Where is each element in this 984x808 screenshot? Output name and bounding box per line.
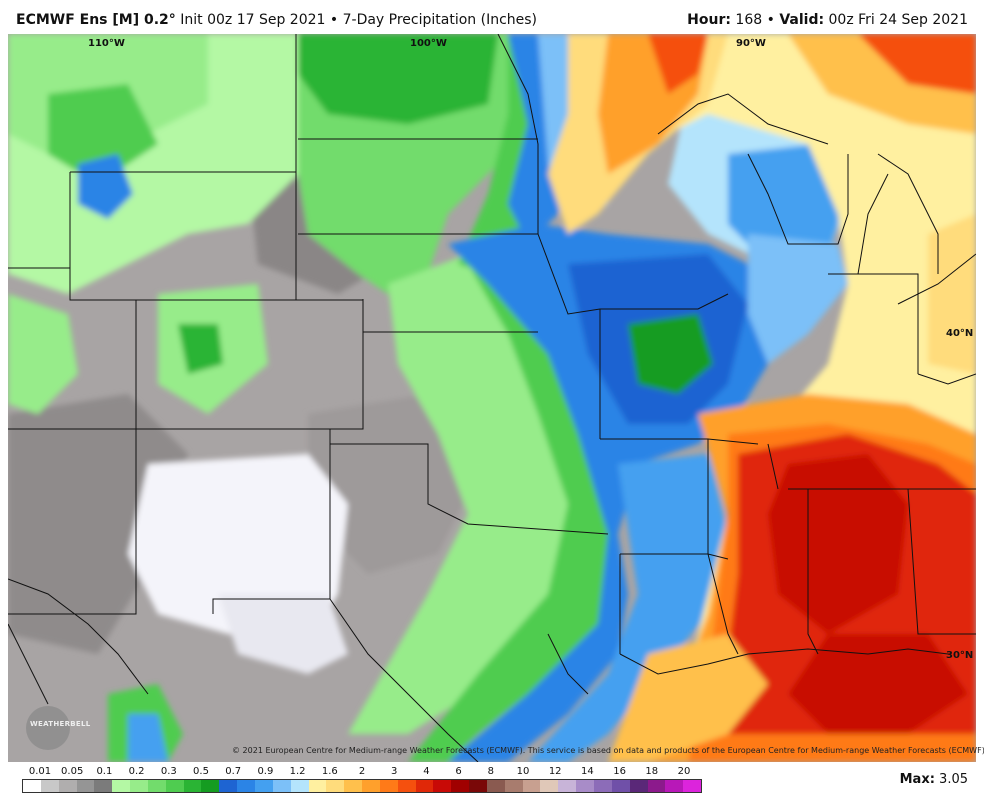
legend-labels: 0.01 0.05 0.1 0.2 0.3 0.5 0.7 0.9 1.2 1.6 2 3 4 6 8 10 1…: [22, 766, 702, 778]
map-canvas: [8, 34, 976, 762]
legend-swatch: [326, 780, 345, 792]
legend-swatch: [558, 780, 577, 792]
legend-swatch: [290, 780, 309, 792]
legend-label: 0.05: [61, 766, 84, 777]
legend-label: 14: [581, 766, 594, 777]
legend-swatch: [219, 780, 238, 792]
legend-label: 0.5: [193, 766, 209, 777]
legend-swatch: [665, 780, 684, 792]
legend-swatch: [433, 780, 452, 792]
legend-label: 0.01: [28, 766, 52, 777]
legend-swatch: [683, 780, 702, 792]
legend-label: 0.3: [160, 766, 177, 777]
max-value: Max: 3.05: [900, 772, 968, 787]
legend-label: 8: [487, 766, 494, 777]
legend-swatch: [94, 780, 113, 792]
legend-label: 6: [455, 766, 462, 777]
legend-label: 18: [645, 766, 659, 777]
legend-swatch: [183, 780, 202, 792]
hour-value: 168: [735, 12, 763, 28]
legend-swatch: [147, 780, 166, 792]
color-legend: 0.01 0.05 0.1 0.2 0.3 0.5 0.7 0.9 1.2 1.6 2 3 4 6 8 10 1…: [22, 766, 702, 796]
legend-label: 4: [423, 766, 430, 777]
legend-swatch: [594, 780, 612, 792]
legend-swatch: [344, 780, 363, 792]
precipitation-map: 110°W 100°W 90°W 40°N 30°N: [8, 34, 976, 762]
logo-text: WEATHERBELL: [30, 720, 91, 728]
legend-swatch: [629, 780, 648, 792]
header: ECMWF Ens [M] 0.2° Init 00z 17 Sep 2021 …: [0, 0, 984, 34]
legend-swatch: [647, 780, 666, 792]
legend-swatch: [23, 780, 41, 792]
legend-label: 0.7: [225, 766, 242, 777]
legend-swatch: [308, 780, 327, 792]
legend-swatch: [522, 780, 541, 792]
legend-swatch: [130, 780, 148, 792]
lat-label-30n: 30°N: [946, 650, 974, 661]
legend-color-bar: [22, 779, 702, 793]
init-time: Init 00z 17 Sep 2021: [180, 12, 326, 28]
lon-label-100w: 100°W: [410, 38, 447, 49]
legend-swatch: [254, 780, 273, 792]
precip-shading: [8, 34, 976, 762]
legend-label: 3: [391, 766, 398, 777]
legend-swatch: [415, 780, 434, 792]
field-name: 7-Day Precipitation (Inches): [342, 12, 538, 28]
legend-label: 16: [613, 766, 626, 777]
copyright-notice: © 2021 European Centre for Medium-range …: [232, 746, 984, 755]
legend-label: 0.1: [96, 766, 113, 777]
legend-swatch: [58, 780, 77, 792]
map-title: ECMWF Ens [M] 0.2° Init 00z 17 Sep 2021 …: [16, 12, 537, 28]
legend-swatch: [504, 780, 523, 792]
legend-swatch: [40, 780, 59, 792]
state-boundaries: [8, 34, 976, 762]
legend-label: 0.2: [128, 766, 145, 777]
weatherbell-logo: [26, 706, 70, 750]
lon-label-110w: 110°W: [88, 38, 125, 49]
legend-swatch: [469, 780, 487, 792]
valid-value: 00z Fri 24 Sep 2021: [828, 12, 968, 28]
legend-swatch: [486, 780, 505, 792]
legend-label: 1.2: [289, 766, 306, 777]
legend-label: 0.9: [257, 766, 274, 777]
separator: •: [766, 12, 775, 28]
separator: •: [329, 12, 339, 28]
max-label: Max:: [899, 772, 935, 787]
legend-swatch: [237, 780, 255, 792]
legend-swatch: [451, 780, 470, 792]
legend-swatch: [379, 780, 398, 792]
legend-swatch: [576, 780, 594, 792]
legend-swatch: [201, 780, 220, 792]
legend-swatch: [272, 780, 291, 792]
legend-label: 2: [358, 766, 366, 777]
lat-label-40n: 40°N: [946, 328, 974, 339]
hour-label: Hour:: [687, 12, 731, 28]
legend-swatch: [362, 780, 380, 792]
legend-swatch: [165, 780, 184, 792]
legend-swatch: [112, 780, 131, 792]
max-number: 3.05: [939, 772, 968, 787]
valid-info: Hour: 168 • Valid: 00z Fri 24 Sep 2021: [687, 12, 968, 28]
legend-swatch: [540, 780, 559, 792]
legend-label: 10: [516, 766, 530, 777]
legend-swatch: [76, 780, 95, 792]
product-name: ECMWF Ens [M] 0.2°: [16, 12, 176, 28]
legend-label: 1.6: [321, 766, 338, 777]
valid-label: Valid:: [779, 12, 825, 28]
legend-swatch: [397, 780, 416, 792]
legend-swatch: [611, 780, 630, 792]
legend-label: 12: [548, 766, 562, 777]
legend-label: 20: [677, 766, 691, 777]
lon-label-90w: 90°W: [736, 38, 766, 49]
